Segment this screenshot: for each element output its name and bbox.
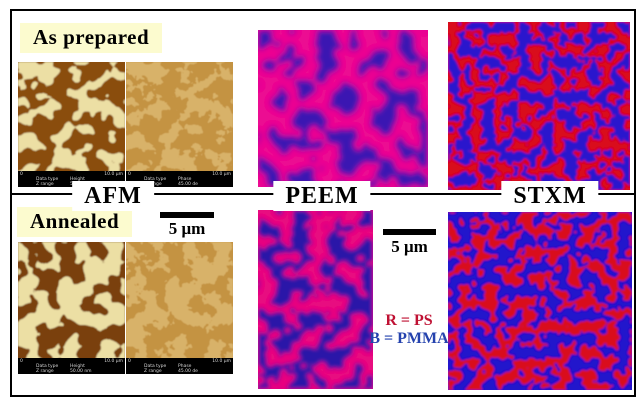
peem-image-as-prepared — [258, 30, 428, 187]
section-label-as-prepared: As prepared — [20, 23, 163, 53]
afm-scale-label: 10.0 μm — [104, 359, 123, 364]
scale-bar-afm — [160, 212, 214, 218]
scale-bar-stxm-label: 5 μm — [391, 237, 428, 256]
scale-bar-stxm — [383, 229, 436, 235]
afm-datatype-key: Data type — [144, 364, 167, 369]
figure-border — [10, 9, 636, 397]
legend-blue-pmma: B = PMMA — [369, 330, 449, 347]
afm-scale-label: 10.0 μm — [212, 172, 231, 177]
afm-zrange-value: 45.00 de — [178, 369, 198, 374]
afm-status-bar-height: 0 10.0 μm Data type Height Z range 50.00 nm — [18, 358, 125, 374]
afm-datatype-key: Data type — [144, 177, 167, 182]
afm-zrange-value: 45.00 de — [178, 182, 198, 187]
technique-label-peem: PEEM — [273, 181, 371, 211]
peem-image-annealed — [258, 210, 373, 389]
afm-composite-annealed: 0 10.0 μm Data type Height Z range 50.00 nm… — [18, 242, 233, 374]
afm-origin-label: 0 — [128, 359, 131, 364]
afm-height-image-annealed: 0 10.0 μm Data type Height Z range 50.00 nm — [18, 242, 125, 374]
afm-scale-label: 10.0 μm — [104, 172, 123, 177]
afm-datatype-value: Phase — [178, 177, 192, 182]
legend-red-ps: R = PS — [385, 312, 433, 329]
section-label-annealed: Annealed — [17, 207, 133, 237]
afm-datatype-value: Phase — [178, 364, 192, 369]
afm-zrange-key: Z range — [36, 369, 54, 374]
afm-origin-label: 0 — [20, 359, 23, 364]
technique-label-stxm: STXM — [501, 181, 599, 211]
afm-origin-label: 0 — [128, 172, 131, 177]
afm-zrange-value: 50.00 nm — [70, 369, 92, 374]
scale-bar-afm-label: 5 μm — [168, 219, 206, 238]
afm-origin-label: 0 — [20, 172, 23, 177]
stxm-image-annealed — [448, 212, 632, 390]
afm-datatype-value: Height — [70, 364, 85, 369]
afm-zrange-key: Z range — [144, 369, 162, 374]
technique-label-afm: AFM — [72, 181, 154, 211]
afm-datatype-key: Data type — [36, 364, 59, 369]
afm-phase-image-annealed: 0 10.0 μm Data type Phase Z range 45.00 de — [126, 242, 233, 374]
afm-zrange-key: Z range — [36, 182, 54, 187]
afm-datatype-value: Height — [70, 177, 85, 182]
afm-status-bar-phase: 0 10.0 μm Data type Phase Z range 45.00 de — [126, 358, 233, 374]
afm-datatype-key: Data type — [36, 177, 59, 182]
stxm-image-as-prepared — [448, 22, 630, 190]
afm-scale-label: 10.0 μm — [212, 359, 231, 364]
